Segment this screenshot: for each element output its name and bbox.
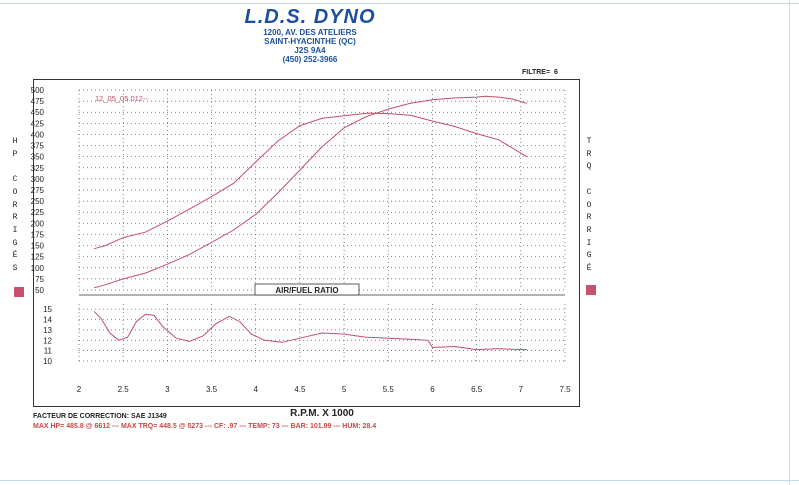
hp-curve bbox=[93, 95, 528, 289]
x-tick-label: 3 bbox=[165, 385, 170, 394]
scan-edge bbox=[789, 0, 790, 485]
x-tick-label: 7.5 bbox=[559, 385, 571, 394]
y-tick-label: 75 bbox=[35, 275, 44, 284]
postal-code: J2S 9A4 bbox=[294, 46, 326, 55]
y-tick-label: 350 bbox=[31, 153, 45, 162]
axis-title-letter: É bbox=[12, 251, 18, 261]
axis-title-letter: C bbox=[586, 187, 592, 197]
y-tick-label: 275 bbox=[31, 186, 45, 195]
run-label: 12_05_05.012-- bbox=[95, 94, 148, 103]
afr-y-tick-label: 12 bbox=[43, 336, 52, 345]
axis-title-letter: R bbox=[12, 200, 18, 210]
y-tick-label: 475 bbox=[31, 97, 45, 106]
y-tick-label: 200 bbox=[31, 219, 45, 228]
x-tick-label: 2.5 bbox=[118, 385, 130, 394]
brand-title: L.D.S. DYNO bbox=[244, 6, 376, 28]
axis-title-letter: G bbox=[12, 238, 18, 248]
y-tick-label: 150 bbox=[31, 242, 45, 251]
axis-title-letter: G bbox=[586, 251, 592, 261]
hp-legend-swatch bbox=[14, 287, 24, 297]
axis-title-letter: O bbox=[12, 187, 18, 197]
axis-title-letter: R bbox=[12, 213, 18, 223]
afr-y-tick-label: 15 bbox=[43, 305, 52, 314]
torque-curve bbox=[93, 112, 528, 250]
axis-title-letter: S bbox=[12, 264, 18, 273]
afr-y-tick-label: 13 bbox=[43, 326, 52, 335]
x-tick-label: 6.5 bbox=[471, 385, 483, 394]
y-tick-label: 375 bbox=[31, 142, 45, 151]
y-tick-label: 175 bbox=[31, 230, 45, 239]
axis-title-letter: O bbox=[586, 200, 592, 210]
x-tick-label: 4.5 bbox=[294, 385, 306, 394]
filter-readout: FILTRE= 6 bbox=[520, 69, 558, 76]
axis-title-letter: R bbox=[586, 149, 592, 159]
x-tick-label: 6 bbox=[430, 385, 435, 394]
chart-frame bbox=[33, 79, 580, 407]
axis-title-letter: I bbox=[586, 238, 592, 248]
dyno-header: L.D.S. DYNO 1200, AV. DES ATELIERS SAINT… bbox=[0, 6, 620, 64]
y-tick-label: 125 bbox=[31, 253, 45, 262]
y-tick-label: 500 bbox=[31, 86, 45, 95]
axis-title-letter: R bbox=[586, 225, 592, 235]
trq-legend-swatch bbox=[586, 285, 596, 295]
afr-title: AIR/FUEL RATIO bbox=[275, 286, 338, 295]
filter-value: 6 bbox=[554, 69, 558, 76]
y-tick-label: 225 bbox=[31, 208, 45, 217]
x-tick-label: 3.5 bbox=[206, 385, 218, 394]
phone-number: (450) 252-3966 bbox=[282, 55, 338, 64]
afr-y-tick-label: 10 bbox=[43, 357, 52, 366]
axis-title-letter: C bbox=[12, 175, 18, 185]
y-tick-label: 425 bbox=[31, 119, 45, 128]
y-tick-label: 450 bbox=[31, 108, 45, 117]
axis-title-letter: É bbox=[586, 264, 592, 273]
axis-title-letter: H bbox=[12, 137, 18, 146]
x-tick-label: 5.5 bbox=[383, 385, 395, 394]
x-tick-label: 4 bbox=[254, 385, 259, 394]
axis-title-letter: T bbox=[586, 137, 592, 146]
afr-y-tick-label: 11 bbox=[44, 347, 53, 356]
x-tick-label: 5 bbox=[342, 385, 347, 394]
axis-title-letter: R bbox=[586, 213, 592, 223]
y-tick-label: 50 bbox=[35, 286, 44, 295]
x-tick-label: 7 bbox=[519, 385, 524, 394]
x-axis-title: R.P.M. X 1000 bbox=[290, 408, 354, 419]
y-tick-label: 400 bbox=[31, 130, 45, 139]
axis-title-letter: I bbox=[12, 225, 18, 235]
axis-title-letter: P bbox=[12, 149, 18, 159]
max-values-line: MAX HP= 485.8 @ 6612 --- MAX TRQ= 448.5 … bbox=[33, 423, 377, 430]
y-tick-label: 250 bbox=[31, 197, 45, 206]
x-tick-label: 2 bbox=[77, 385, 82, 394]
afr-title-box bbox=[254, 283, 360, 296]
axis-title-letter: Q bbox=[586, 162, 592, 172]
afr-curve bbox=[93, 310, 527, 351]
scan-line-top bbox=[0, 3, 799, 4]
y-tick-label: 325 bbox=[31, 164, 45, 173]
correction-factor: FACTEUR DE CORRECTION: SAE J1349 bbox=[33, 413, 167, 420]
y-tick-label: 300 bbox=[31, 175, 45, 184]
address-line-1: 1200, AV. DES ATELIERS bbox=[263, 28, 357, 37]
filter-label: FILTRE= bbox=[522, 69, 551, 76]
address-line-2: SAINT-HYACINTHE (QC) bbox=[264, 37, 356, 46]
scan-line-bottom bbox=[0, 480, 799, 481]
y-tick-label: 100 bbox=[31, 264, 45, 273]
afr-y-tick-label: 14 bbox=[43, 316, 52, 325]
